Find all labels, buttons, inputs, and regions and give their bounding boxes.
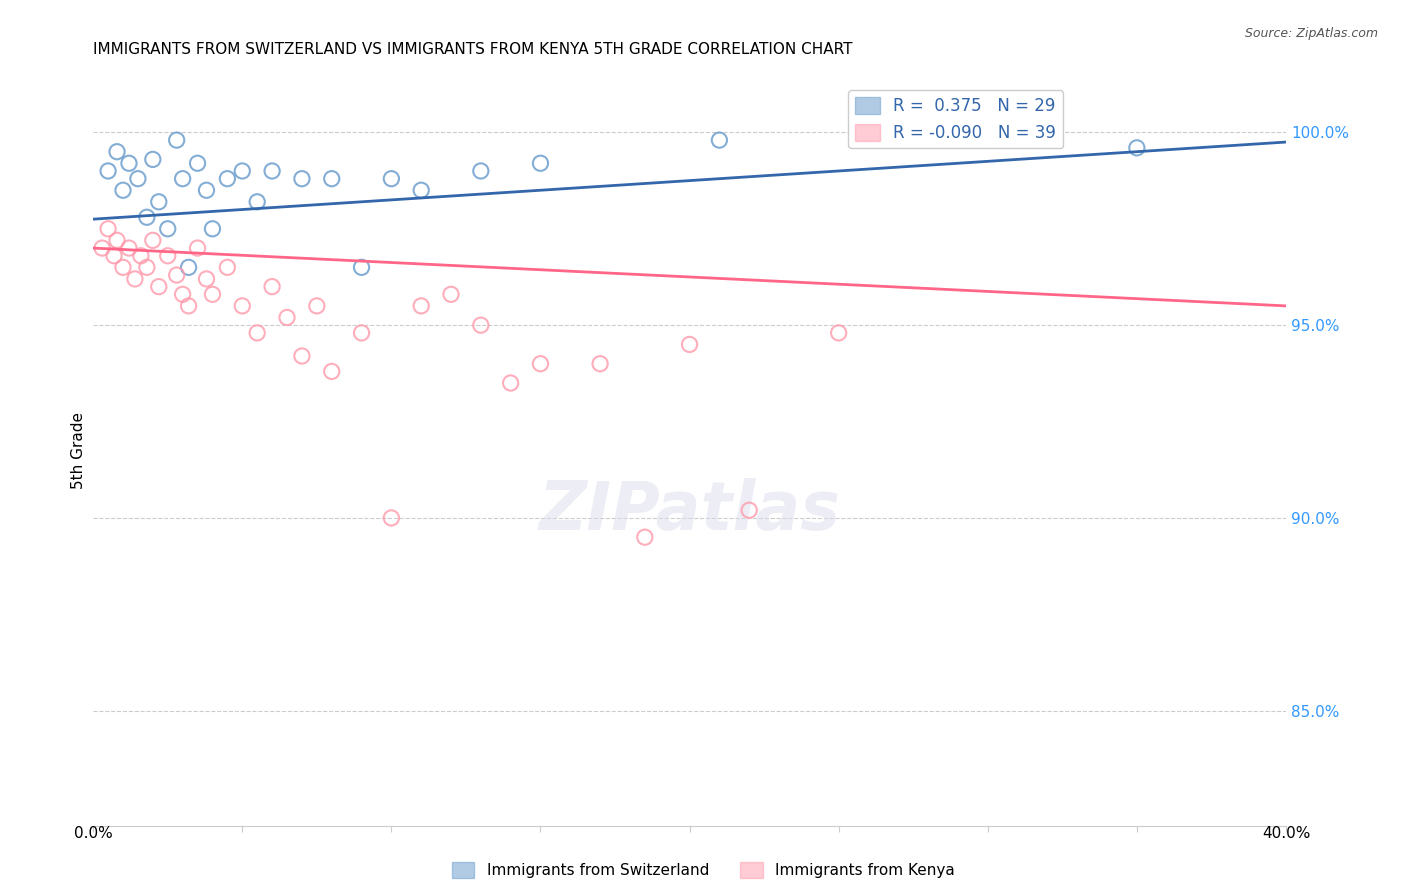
Text: 40.0%: 40.0% xyxy=(1261,826,1310,841)
Point xyxy=(97,221,120,235)
Point xyxy=(738,503,761,517)
Point xyxy=(195,183,218,197)
Point xyxy=(103,249,125,263)
Point xyxy=(231,299,253,313)
Point xyxy=(91,241,114,255)
Point xyxy=(529,156,551,170)
Point xyxy=(499,376,522,390)
Point xyxy=(187,156,209,170)
Text: IMMIGRANTS FROM SWITZERLAND VS IMMIGRANTS FROM KENYA 5TH GRADE CORRELATION CHART: IMMIGRANTS FROM SWITZERLAND VS IMMIGRANT… xyxy=(93,42,852,57)
Point xyxy=(156,249,179,263)
Y-axis label: 5th Grade: 5th Grade xyxy=(72,412,86,489)
Point xyxy=(231,164,253,178)
Legend: R =  0.375   N = 29, R = -0.090   N = 39: R = 0.375 N = 29, R = -0.090 N = 39 xyxy=(848,90,1063,148)
Point xyxy=(172,171,194,186)
Point xyxy=(135,260,157,275)
Point xyxy=(411,183,433,197)
Point xyxy=(827,326,849,340)
Point xyxy=(111,260,134,275)
Point xyxy=(142,153,165,167)
Text: ZIPatlas: ZIPatlas xyxy=(538,477,841,543)
Point xyxy=(246,194,269,209)
Point xyxy=(177,260,200,275)
Point xyxy=(246,326,269,340)
Point xyxy=(172,287,194,301)
Point xyxy=(201,221,224,235)
Point xyxy=(411,299,433,313)
Point xyxy=(321,364,343,378)
Point xyxy=(187,241,209,255)
Point xyxy=(529,357,551,371)
Point xyxy=(135,211,157,225)
Point xyxy=(217,171,239,186)
Point xyxy=(470,164,492,178)
Text: Source: ZipAtlas.com: Source: ZipAtlas.com xyxy=(1244,27,1378,40)
Point xyxy=(634,530,657,544)
Point xyxy=(262,279,284,293)
Point xyxy=(305,299,328,313)
Point xyxy=(118,241,141,255)
Point xyxy=(276,310,298,325)
Point xyxy=(111,183,134,197)
Point xyxy=(156,221,179,235)
Point xyxy=(124,272,146,286)
Point xyxy=(262,164,284,178)
Point xyxy=(440,287,463,301)
Point xyxy=(195,272,218,286)
Legend: Immigrants from Switzerland, Immigrants from Kenya: Immigrants from Switzerland, Immigrants … xyxy=(446,856,960,884)
Point xyxy=(1007,125,1029,139)
Point xyxy=(166,268,188,282)
Point xyxy=(129,249,152,263)
Point xyxy=(350,260,373,275)
Point xyxy=(350,326,373,340)
Point xyxy=(291,349,314,363)
Text: 0.0%: 0.0% xyxy=(73,826,112,841)
Point xyxy=(142,233,165,247)
Point xyxy=(321,171,343,186)
Point xyxy=(380,511,402,525)
Point xyxy=(291,171,314,186)
Point xyxy=(148,279,170,293)
Point xyxy=(118,156,141,170)
Point xyxy=(148,194,170,209)
Point xyxy=(470,318,492,333)
Point xyxy=(105,233,128,247)
Point xyxy=(177,299,200,313)
Point xyxy=(105,145,128,159)
Point xyxy=(1126,141,1149,155)
Point xyxy=(97,164,120,178)
Point xyxy=(709,133,731,147)
Point xyxy=(380,171,402,186)
Point xyxy=(166,133,188,147)
Point xyxy=(589,357,612,371)
Point xyxy=(201,287,224,301)
Point xyxy=(127,171,149,186)
Point xyxy=(678,337,700,351)
Point xyxy=(217,260,239,275)
